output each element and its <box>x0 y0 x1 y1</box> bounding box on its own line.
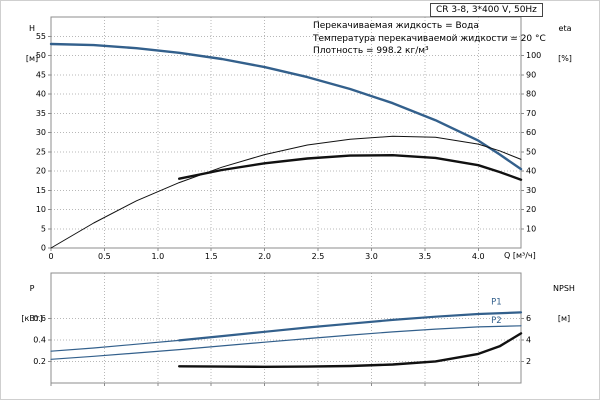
right-axis-unit-top: [%] <box>558 54 572 63</box>
left-axis-unit-bottom: [кВт] <box>21 314 43 323</box>
left-axis-unit-top: [м] <box>25 54 39 63</box>
svg-text:70: 70 <box>526 109 536 118</box>
svg-text:2.5: 2.5 <box>312 252 325 261</box>
chart-title-box: CR 3-8, 3*400 V, 50Hz <box>430 3 543 17</box>
right-axis-title-top: eta <box>558 24 572 33</box>
svg-text:80: 80 <box>526 90 536 99</box>
right-axis-header-bottom: NPSH [м] <box>541 264 587 344</box>
svg-text:10: 10 <box>526 224 536 233</box>
svg-text:1.0: 1.0 <box>151 252 164 261</box>
curve-npsh <box>177 332 523 368</box>
svg-text:10: 10 <box>36 205 46 214</box>
curve-eta-duty-range- <box>177 153 523 181</box>
plot-area: 0 0.5 1.0 1.5 2.0 2.5 3.0 3.5 4.0 0 5 10 15 20 25 30 35 4… <box>36 16 541 261</box>
right-axis-unit-bottom: [м] <box>557 314 571 323</box>
svg-text:55: 55 <box>36 32 46 41</box>
series-label: P2 <box>491 316 502 326</box>
svg-text:35: 35 <box>36 109 46 118</box>
svg-text:2: 2 <box>526 357 531 366</box>
annotation-line: Температура перекачиваемой жидкости = 20… <box>313 33 546 44</box>
x-axis-label: Q [м³/ч] <box>504 251 536 260</box>
left-axis-header-top: H [м] <box>17 4 47 84</box>
left-axis-title-bottom: P <box>29 284 35 293</box>
svg-text:20: 20 <box>526 205 536 214</box>
svg-text:0: 0 <box>48 252 53 261</box>
curve-p1-duty-range- <box>178 311 523 342</box>
svg-text:100: 100 <box>526 51 541 60</box>
svg-text:3.0: 3.0 <box>365 252 378 261</box>
curve-h-head-curve- <box>49 42 523 171</box>
svg-text:45: 45 <box>36 70 46 79</box>
right-axis-header-top: eta [%] <box>547 4 583 84</box>
svg-text:2.0: 2.0 <box>258 252 271 261</box>
svg-text:0.5: 0.5 <box>98 252 111 261</box>
svg-text:4.0: 4.0 <box>472 252 485 261</box>
svg-text:90: 90 <box>526 70 536 79</box>
svg-text:0: 0 <box>41 244 46 253</box>
svg-text:0.2: 0.2 <box>33 357 46 366</box>
svg-text:0.6: 0.6 <box>33 314 46 323</box>
annotation-block: Перекачиваемая жидкость = Вода Температу… <box>313 20 546 58</box>
svg-text:30: 30 <box>526 186 536 195</box>
curve-p2-shaft-power- <box>50 325 522 360</box>
left-axis-header-bottom: P [кВт] <box>17 264 47 344</box>
svg-text:25: 25 <box>36 147 46 156</box>
series-label: P1 <box>491 297 502 307</box>
svg-text:0.4: 0.4 <box>33 335 46 344</box>
left-axis-title-top: H <box>28 24 35 33</box>
svg-text:50: 50 <box>526 147 536 156</box>
svg-text:50: 50 <box>36 51 46 60</box>
svg-text:20: 20 <box>36 167 46 176</box>
svg-text:40: 40 <box>526 167 536 176</box>
svg-text:30: 30 <box>36 128 46 137</box>
svg-text:15: 15 <box>36 186 46 195</box>
svg-text:6: 6 <box>526 314 531 323</box>
svg-text:40: 40 <box>36 90 46 99</box>
svg-text:1.5: 1.5 <box>205 252 218 261</box>
svg-text:60: 60 <box>526 128 536 137</box>
annotation-line: Плотность = 998.2 кг/м³ <box>313 46 429 56</box>
curve-eta-pump-efficiency- <box>50 135 522 249</box>
svg-text:3.5: 3.5 <box>418 252 431 261</box>
right-axis-title-bottom: NPSH <box>553 284 575 293</box>
svg-text:5: 5 <box>41 224 46 233</box>
svg-text:4: 4 <box>526 335 531 344</box>
plot-area: 0.2 0.4 0.6 2 4 6 P1 P2 <box>33 272 531 386</box>
annotation-line: Перекачиваемая жидкость = Вода <box>313 21 479 31</box>
